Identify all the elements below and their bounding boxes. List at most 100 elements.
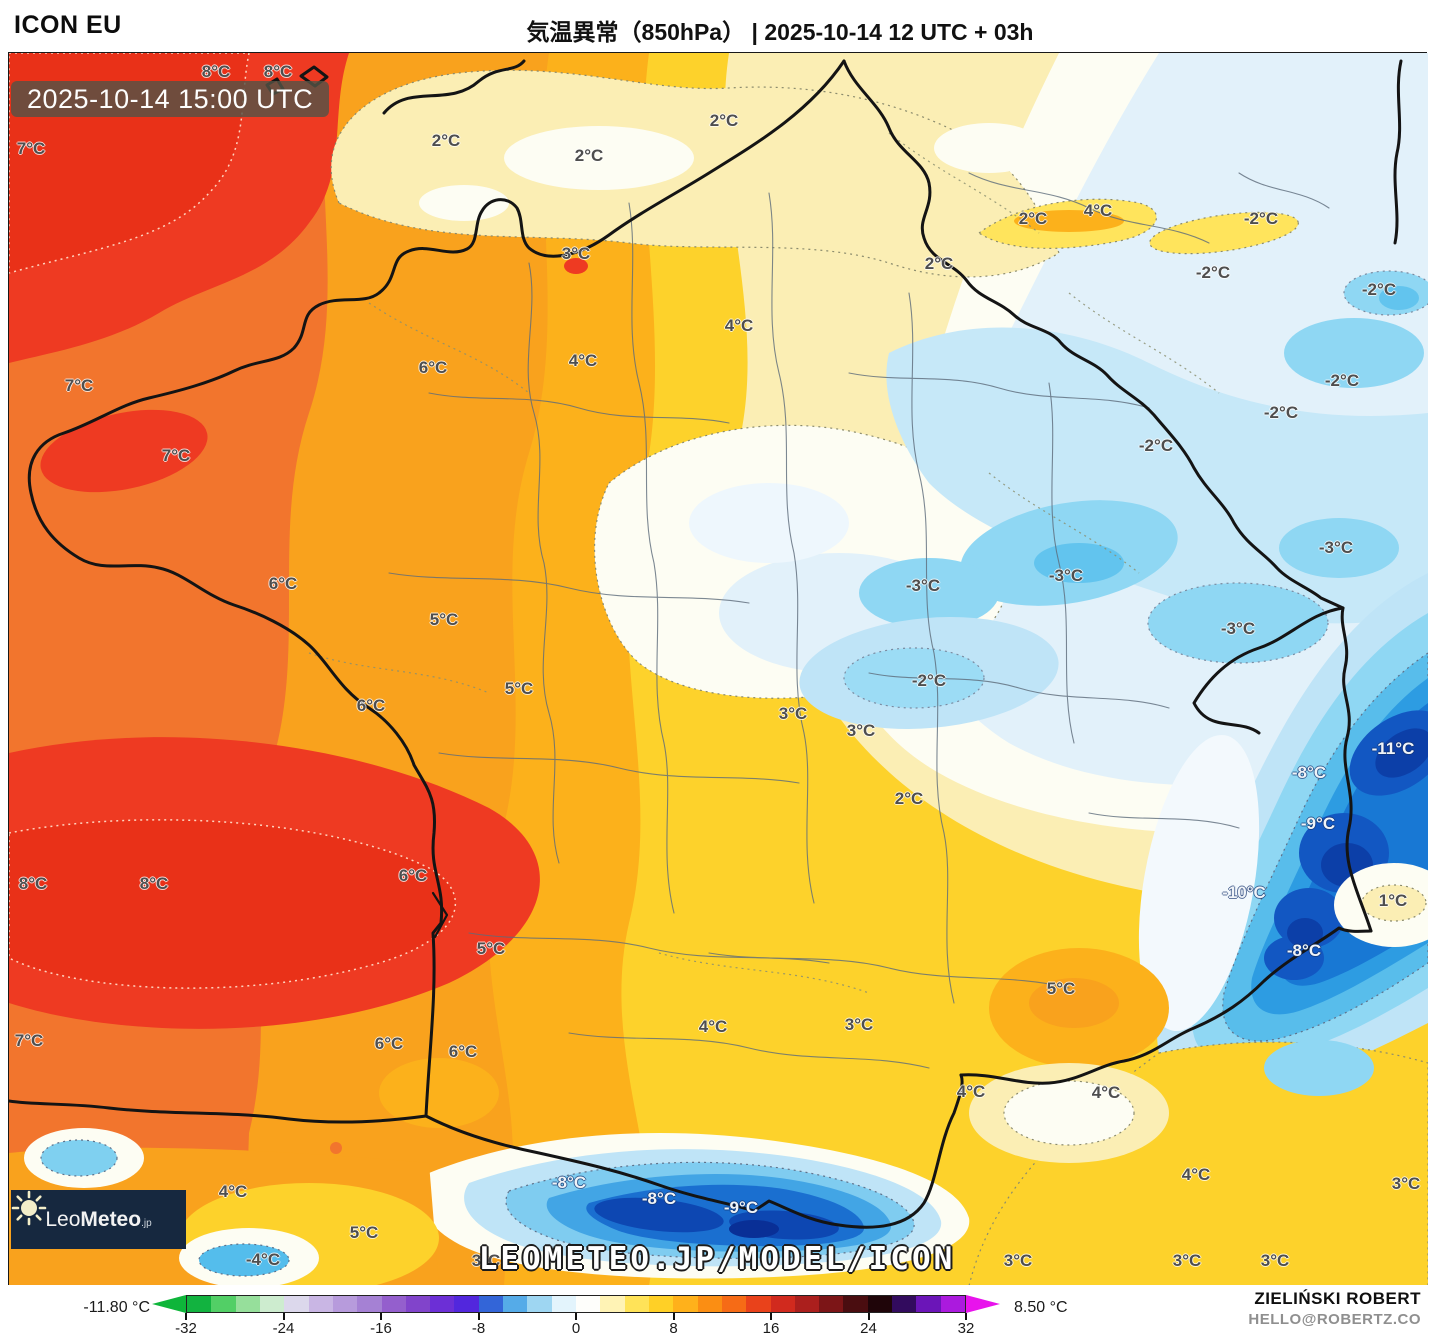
colorbar-segment xyxy=(673,1296,698,1312)
temp-label: 5°C xyxy=(476,939,506,958)
colorbar-right-arrow xyxy=(966,1295,1000,1313)
colorbar-tick xyxy=(965,1313,967,1320)
temp-label: -2°C xyxy=(1243,209,1279,228)
colorbar-min-label: -11.80 °C xyxy=(83,1299,150,1316)
temp-label: 4°C xyxy=(218,1182,248,1201)
page-title: 気温異常（850hPa） | 2025-10-14 12 UTC + 03h xyxy=(526,19,1034,45)
footer-bar: -11.80 °C -32 -24 -16 -8 0 8 16 24 32 8.50 °C ZI… xyxy=(0,1285,1435,1338)
colorbar-gradient xyxy=(186,1295,966,1313)
temp-label: 2°C xyxy=(431,131,461,150)
colorbar-segment xyxy=(235,1296,260,1312)
credits: ZIELIŃSKI ROBERT HELLO@ROBERTZ.CO xyxy=(1248,1289,1421,1328)
temp-label: -9°C xyxy=(723,1198,759,1217)
colorbar-segment xyxy=(430,1296,455,1312)
colorbar-tick-label: 16 xyxy=(762,1320,780,1337)
colorbar-tick xyxy=(867,1313,870,1320)
contour-lines xyxy=(308,132,1220,994)
colorbar-segment xyxy=(551,1296,576,1312)
colorbar-tick xyxy=(477,1313,480,1320)
temp-label: -3°C xyxy=(905,576,941,595)
temp-label: -9°C xyxy=(1300,814,1336,833)
temp-label: -8°C xyxy=(1291,763,1327,782)
temp-label: 3°C xyxy=(846,721,876,740)
credit-author: ZIELIŃSKI ROBERT xyxy=(1254,1289,1421,1308)
colorbar-tick-label: -8 xyxy=(471,1320,486,1337)
colorbar-segment xyxy=(478,1296,504,1312)
temp-label: -2°C xyxy=(1138,436,1174,455)
colorbar-tick-label: 24 xyxy=(860,1320,877,1337)
temp-label: 3°C xyxy=(1003,1251,1033,1270)
colorbar-segment xyxy=(624,1296,649,1312)
temp-label: 3°C xyxy=(1391,1174,1421,1193)
colorbar-segment xyxy=(746,1296,771,1312)
colorbar-tick-label: 8 xyxy=(669,1320,678,1337)
map-canvas xyxy=(9,53,1428,1286)
temp-label: -3°C xyxy=(1318,538,1354,557)
colorbar-tick xyxy=(672,1313,675,1320)
colorbar-segment xyxy=(308,1296,333,1312)
temp-label: -2°C xyxy=(1324,371,1360,390)
credit-contact: HELLO@ROBERTZ.CO xyxy=(1248,1311,1421,1328)
colorbar-tick xyxy=(282,1313,285,1320)
temp-label: 6°C xyxy=(374,1034,404,1053)
temp-label: 6°C xyxy=(356,696,386,715)
temp-label: 2°C xyxy=(924,254,954,273)
temp-label: 6°C xyxy=(448,1042,478,1061)
map-label-layer: 8°C 8°C 7°C 2°C 2°C 2°C 2°C 2°C 4°C -2°C -2°C -2°C 3… xyxy=(9,53,1426,1284)
temp-label: 2°C xyxy=(894,789,924,808)
country-borders xyxy=(9,59,1403,1229)
temp-label: -8°C xyxy=(551,1173,587,1192)
temp-label: 3°C xyxy=(1172,1251,1202,1270)
temp-label: 3°C xyxy=(471,1251,501,1270)
temp-label: 4°C xyxy=(1091,1083,1121,1102)
colorbar: -32 -24 -16 -8 0 8 16 24 32 xyxy=(150,1295,1002,1337)
temp-label: 4°C xyxy=(1083,201,1113,220)
temp-label: 8°C xyxy=(18,874,48,893)
temp-label: 4°C xyxy=(568,351,598,370)
colorbar-segment xyxy=(770,1296,795,1312)
temp-label: -8°C xyxy=(641,1189,677,1208)
temp-label: 6°C xyxy=(398,866,428,885)
temp-label: -2°C xyxy=(1263,403,1299,422)
temp-label: 3°C xyxy=(844,1015,874,1034)
department-borders xyxy=(388,172,1330,1069)
temp-label: 6°C xyxy=(268,574,298,593)
colorbar-segment xyxy=(332,1296,358,1312)
colorbar-segment xyxy=(721,1296,747,1312)
temp-label: 1°C xyxy=(1378,891,1408,910)
colorbar-segment xyxy=(187,1296,212,1312)
colorbar-segment xyxy=(697,1296,722,1312)
temp-label: 6°C xyxy=(418,358,448,377)
temp-label: 8°C xyxy=(263,62,293,81)
temp-label: -10°C xyxy=(1222,883,1266,902)
header-bar: ICON EU 気温異常（850hPa） | 2025-10-14 12 UTC… xyxy=(0,0,1435,52)
temp-label: 4°C xyxy=(724,316,754,335)
temp-label: -2°C xyxy=(1361,280,1397,299)
colorbar-tick-label: 32 xyxy=(957,1320,975,1337)
colorbar-segment xyxy=(503,1296,528,1312)
temp-label: -2°C xyxy=(1195,263,1231,282)
temp-label: 5°C xyxy=(349,1223,379,1242)
colorbar-segment xyxy=(940,1296,965,1312)
colorbar-segment xyxy=(600,1296,625,1312)
temp-label: 7°C xyxy=(16,139,46,158)
temp-label: 7°C xyxy=(14,1031,44,1050)
temp-label: -2°C xyxy=(911,671,947,690)
colorbar-max-label: 8.50 °C xyxy=(1014,1299,1068,1316)
colorbar-segment xyxy=(405,1296,431,1312)
temp-label: 2°C xyxy=(709,111,739,130)
temp-label: -3°C xyxy=(1220,619,1256,638)
weather-map: 8°C 8°C 7°C 2°C 2°C 2°C 2°C 2°C 4°C -2°C -2°C -2°C 3… xyxy=(8,52,1428,1286)
colorbar-segment xyxy=(211,1296,236,1312)
temp-label: 3°C xyxy=(561,244,591,263)
colorbar-tick-label: -24 xyxy=(272,1320,295,1337)
temp-label: 5°C xyxy=(429,610,459,629)
temp-label: 3°C xyxy=(1260,1251,1290,1270)
temp-label: 8°C xyxy=(201,62,231,81)
colorbar-tick-label: 0 xyxy=(571,1320,581,1337)
colorbar-segment xyxy=(284,1296,309,1312)
leometeo-logo: LeoMeteo.jp xyxy=(11,1190,186,1249)
colorbar-segment xyxy=(259,1296,285,1312)
temp-label: 8°C xyxy=(139,874,169,893)
colorbar-tick xyxy=(380,1313,382,1320)
